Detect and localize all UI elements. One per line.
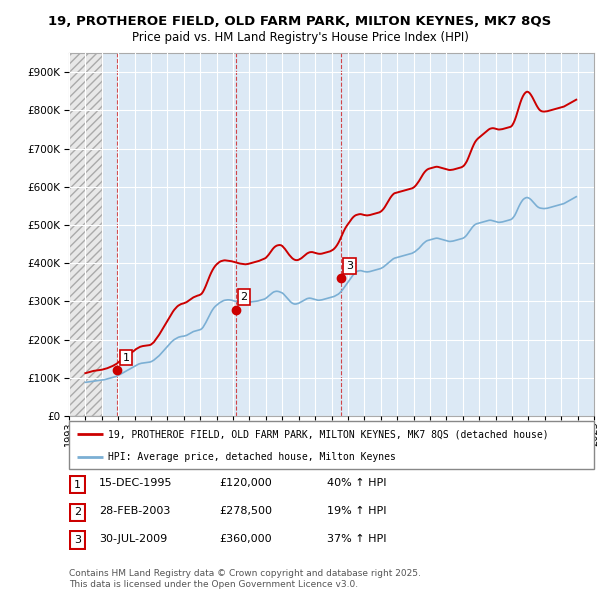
FancyBboxPatch shape xyxy=(70,532,85,549)
Text: HPI: Average price, detached house, Milton Keynes: HPI: Average price, detached house, Milt… xyxy=(109,452,396,462)
Text: £278,500: £278,500 xyxy=(219,506,272,516)
Text: 28-FEB-2003: 28-FEB-2003 xyxy=(99,506,170,516)
Text: 2: 2 xyxy=(74,507,81,517)
Text: £360,000: £360,000 xyxy=(219,534,272,544)
Text: 19% ↑ HPI: 19% ↑ HPI xyxy=(327,506,386,516)
FancyBboxPatch shape xyxy=(70,504,85,521)
Text: 2: 2 xyxy=(241,292,248,302)
Text: 1: 1 xyxy=(74,480,81,490)
FancyBboxPatch shape xyxy=(69,421,594,469)
Text: £120,000: £120,000 xyxy=(219,478,272,489)
Text: 19, PROTHEROE FIELD, OLD FARM PARK, MILTON KEYNES, MK7 8QS (detached house): 19, PROTHEROE FIELD, OLD FARM PARK, MILT… xyxy=(109,429,549,439)
Text: 19, PROTHEROE FIELD, OLD FARM PARK, MILTON KEYNES, MK7 8QS: 19, PROTHEROE FIELD, OLD FARM PARK, MILT… xyxy=(49,15,551,28)
FancyBboxPatch shape xyxy=(70,476,85,493)
Text: 1: 1 xyxy=(122,353,130,363)
Text: 30-JUL-2009: 30-JUL-2009 xyxy=(99,534,167,544)
Text: 3: 3 xyxy=(346,261,353,271)
Text: 15-DEC-1995: 15-DEC-1995 xyxy=(99,478,173,489)
Text: 40% ↑ HPI: 40% ↑ HPI xyxy=(327,478,386,489)
Text: 37% ↑ HPI: 37% ↑ HPI xyxy=(327,534,386,544)
Text: Price paid vs. HM Land Registry's House Price Index (HPI): Price paid vs. HM Land Registry's House … xyxy=(131,31,469,44)
Text: 3: 3 xyxy=(74,535,81,545)
Text: Contains HM Land Registry data © Crown copyright and database right 2025.
This d: Contains HM Land Registry data © Crown c… xyxy=(69,569,421,589)
